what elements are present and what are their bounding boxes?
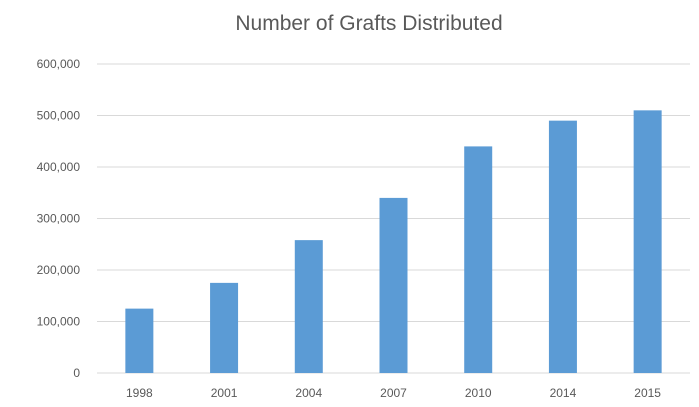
x-tick-label: 1998 (126, 386, 153, 400)
bar-2001 (210, 282, 239, 373)
y-axis: 0 100,000 200,000 300,000 400,000 500,000 600,… (37, 57, 81, 380)
bar-2014 (548, 120, 577, 374)
x-tick-label: 2015 (634, 386, 661, 400)
y-tick-label: 300,000 (37, 212, 81, 226)
bar-2010 (464, 146, 493, 373)
x-tick-label: 2007 (380, 386, 407, 400)
bars (125, 110, 662, 374)
chart-title: Number of Grafts Distributed (235, 12, 502, 35)
x-axis: 1998 2001 2004 2007 2010 2014 2015 (126, 386, 661, 400)
y-tick-label: 600,000 (37, 57, 81, 71)
x-tick-label: 2004 (295, 386, 322, 400)
bar-2004 (294, 240, 323, 373)
x-tick-label: 2014 (550, 386, 577, 400)
y-tick-label: 200,000 (37, 263, 81, 277)
bar-2007 (379, 197, 408, 373)
y-tick-label: 0 (73, 366, 80, 380)
x-tick-label: 2001 (211, 386, 238, 400)
y-tick-label: 500,000 (37, 109, 81, 123)
bar-2015 (633, 110, 662, 373)
y-tick-label: 400,000 (37, 160, 81, 174)
y-tick-label: 100,000 (37, 315, 81, 329)
bar-1998 (125, 308, 154, 373)
x-tick-label: 2010 (465, 386, 492, 400)
